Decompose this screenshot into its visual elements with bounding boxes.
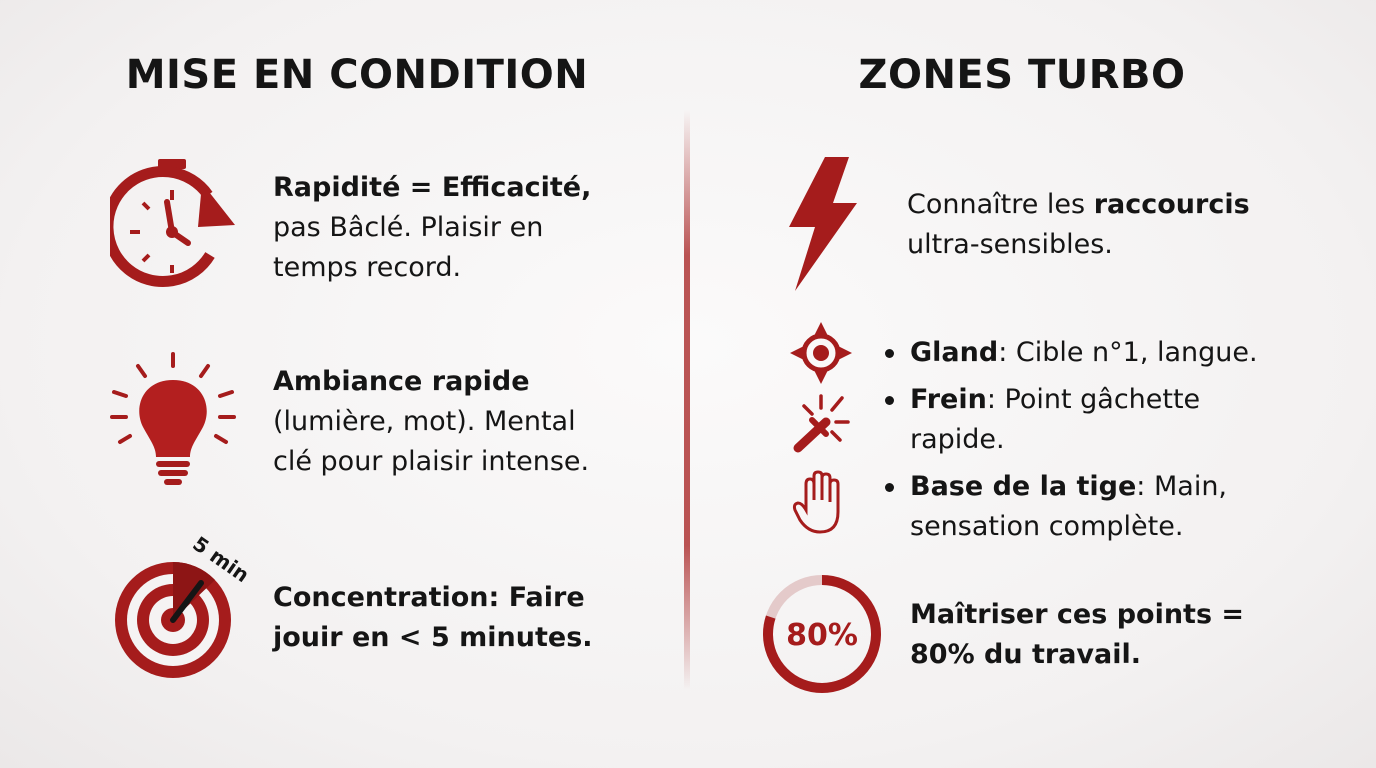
hand-icon	[792, 470, 840, 534]
right-title: ZONES TURBO	[858, 52, 1186, 98]
zones-list: Gland: Cible n°1, langue. Frein: Point g…	[885, 333, 1290, 554]
left-title: MISE EN CONDITION	[125, 52, 589, 98]
list-item: Gland: Cible n°1, langue.	[885, 333, 1290, 373]
progress-ring: 80%	[763, 575, 881, 693]
left-item-3: Concentration: Faire jouir en < 5 minute…	[273, 582, 593, 653]
left-item-2: Ambiance rapide (lumière, mot). Mental c…	[273, 366, 590, 477]
divider	[684, 110, 690, 690]
right-intro: Connaître les raccourcis ultra-sensibles…	[907, 189, 1250, 260]
crosshair-icon	[790, 322, 852, 384]
lightbulb-icon	[110, 352, 236, 485]
lightning-icon	[789, 157, 857, 291]
progress-label: 80%	[786, 618, 858, 653]
target-timer-icon: 5 min	[115, 535, 254, 678]
list-item: Frein: Point gâchette rapide.	[885, 380, 1290, 460]
progress-text: Maîtriser ces points = 80% du travail.	[910, 599, 1245, 670]
left-item-1: Rapidité = Efficacité, pas Bâclé. Plaisi…	[273, 172, 592, 283]
progress-ring-fill	[763, 575, 881, 693]
spark-touch-icon	[793, 394, 850, 453]
list-item: Base de la tige: Main, sensation complèt…	[885, 467, 1290, 547]
stopwatch-icon	[110, 159, 235, 288]
